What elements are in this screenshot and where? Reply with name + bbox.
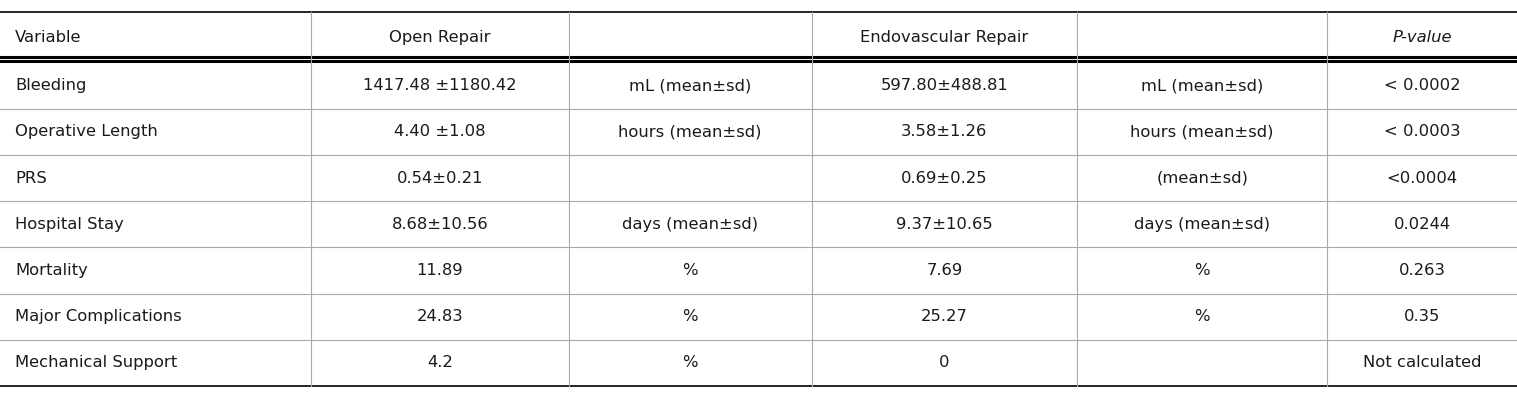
- Text: 3.58±1.26: 3.58±1.26: [901, 124, 988, 139]
- Text: 1417.48 ±1180.42: 1417.48 ±1180.42: [363, 78, 517, 93]
- Text: %: %: [683, 309, 698, 324]
- Text: 8.68±10.56: 8.68±10.56: [391, 217, 488, 232]
- Text: 0: 0: [939, 356, 950, 371]
- Text: Not calculated: Not calculated: [1362, 356, 1482, 371]
- Text: Endovascular Repair: Endovascular Repair: [860, 30, 1029, 45]
- Text: 0.54±0.21: 0.54±0.21: [396, 171, 484, 185]
- Text: 25.27: 25.27: [921, 309, 968, 324]
- Text: 7.69: 7.69: [927, 263, 962, 278]
- Text: %: %: [1194, 309, 1211, 324]
- Text: Major Complications: Major Complications: [15, 309, 182, 324]
- Text: P-value: P-value: [1393, 30, 1452, 45]
- Text: 4.2: 4.2: [426, 356, 454, 371]
- Text: 0.263: 0.263: [1399, 263, 1446, 278]
- Text: %: %: [683, 263, 698, 278]
- Text: %: %: [1194, 263, 1211, 278]
- Text: 0.69±0.25: 0.69±0.25: [901, 171, 988, 185]
- Text: 24.83: 24.83: [417, 309, 463, 324]
- Text: days (mean±sd): days (mean±sd): [622, 217, 758, 232]
- Text: 11.89: 11.89: [417, 263, 463, 278]
- Text: hours (mean±sd): hours (mean±sd): [619, 124, 762, 139]
- Text: < 0.0003: < 0.0003: [1384, 124, 1461, 139]
- Text: %: %: [683, 356, 698, 371]
- Text: days (mean±sd): days (mean±sd): [1135, 217, 1270, 232]
- Text: Hospital Stay: Hospital Stay: [15, 217, 124, 232]
- Text: 597.80±488.81: 597.80±488.81: [880, 78, 1009, 93]
- Text: Bleeding: Bleeding: [15, 78, 86, 93]
- Text: Mechanical Support: Mechanical Support: [15, 356, 177, 371]
- Text: Variable: Variable: [15, 30, 82, 45]
- Text: hours (mean±sd): hours (mean±sd): [1130, 124, 1274, 139]
- Text: 9.37±10.65: 9.37±10.65: [897, 217, 992, 232]
- Text: 0.0244: 0.0244: [1394, 217, 1450, 232]
- Text: PRS: PRS: [15, 171, 47, 185]
- Text: < 0.0002: < 0.0002: [1384, 78, 1461, 93]
- Text: (mean±sd): (mean±sd): [1156, 171, 1248, 185]
- Text: Mortality: Mortality: [15, 263, 88, 278]
- Text: <0.0004: <0.0004: [1387, 171, 1458, 185]
- Text: 0.35: 0.35: [1405, 309, 1440, 324]
- Text: Open Repair: Open Repair: [390, 30, 490, 45]
- Text: mL (mean±sd): mL (mean±sd): [630, 78, 751, 93]
- Text: mL (mean±sd): mL (mean±sd): [1141, 78, 1264, 93]
- Text: 4.40 ±1.08: 4.40 ±1.08: [394, 124, 485, 139]
- Text: Operative Length: Operative Length: [15, 124, 158, 139]
